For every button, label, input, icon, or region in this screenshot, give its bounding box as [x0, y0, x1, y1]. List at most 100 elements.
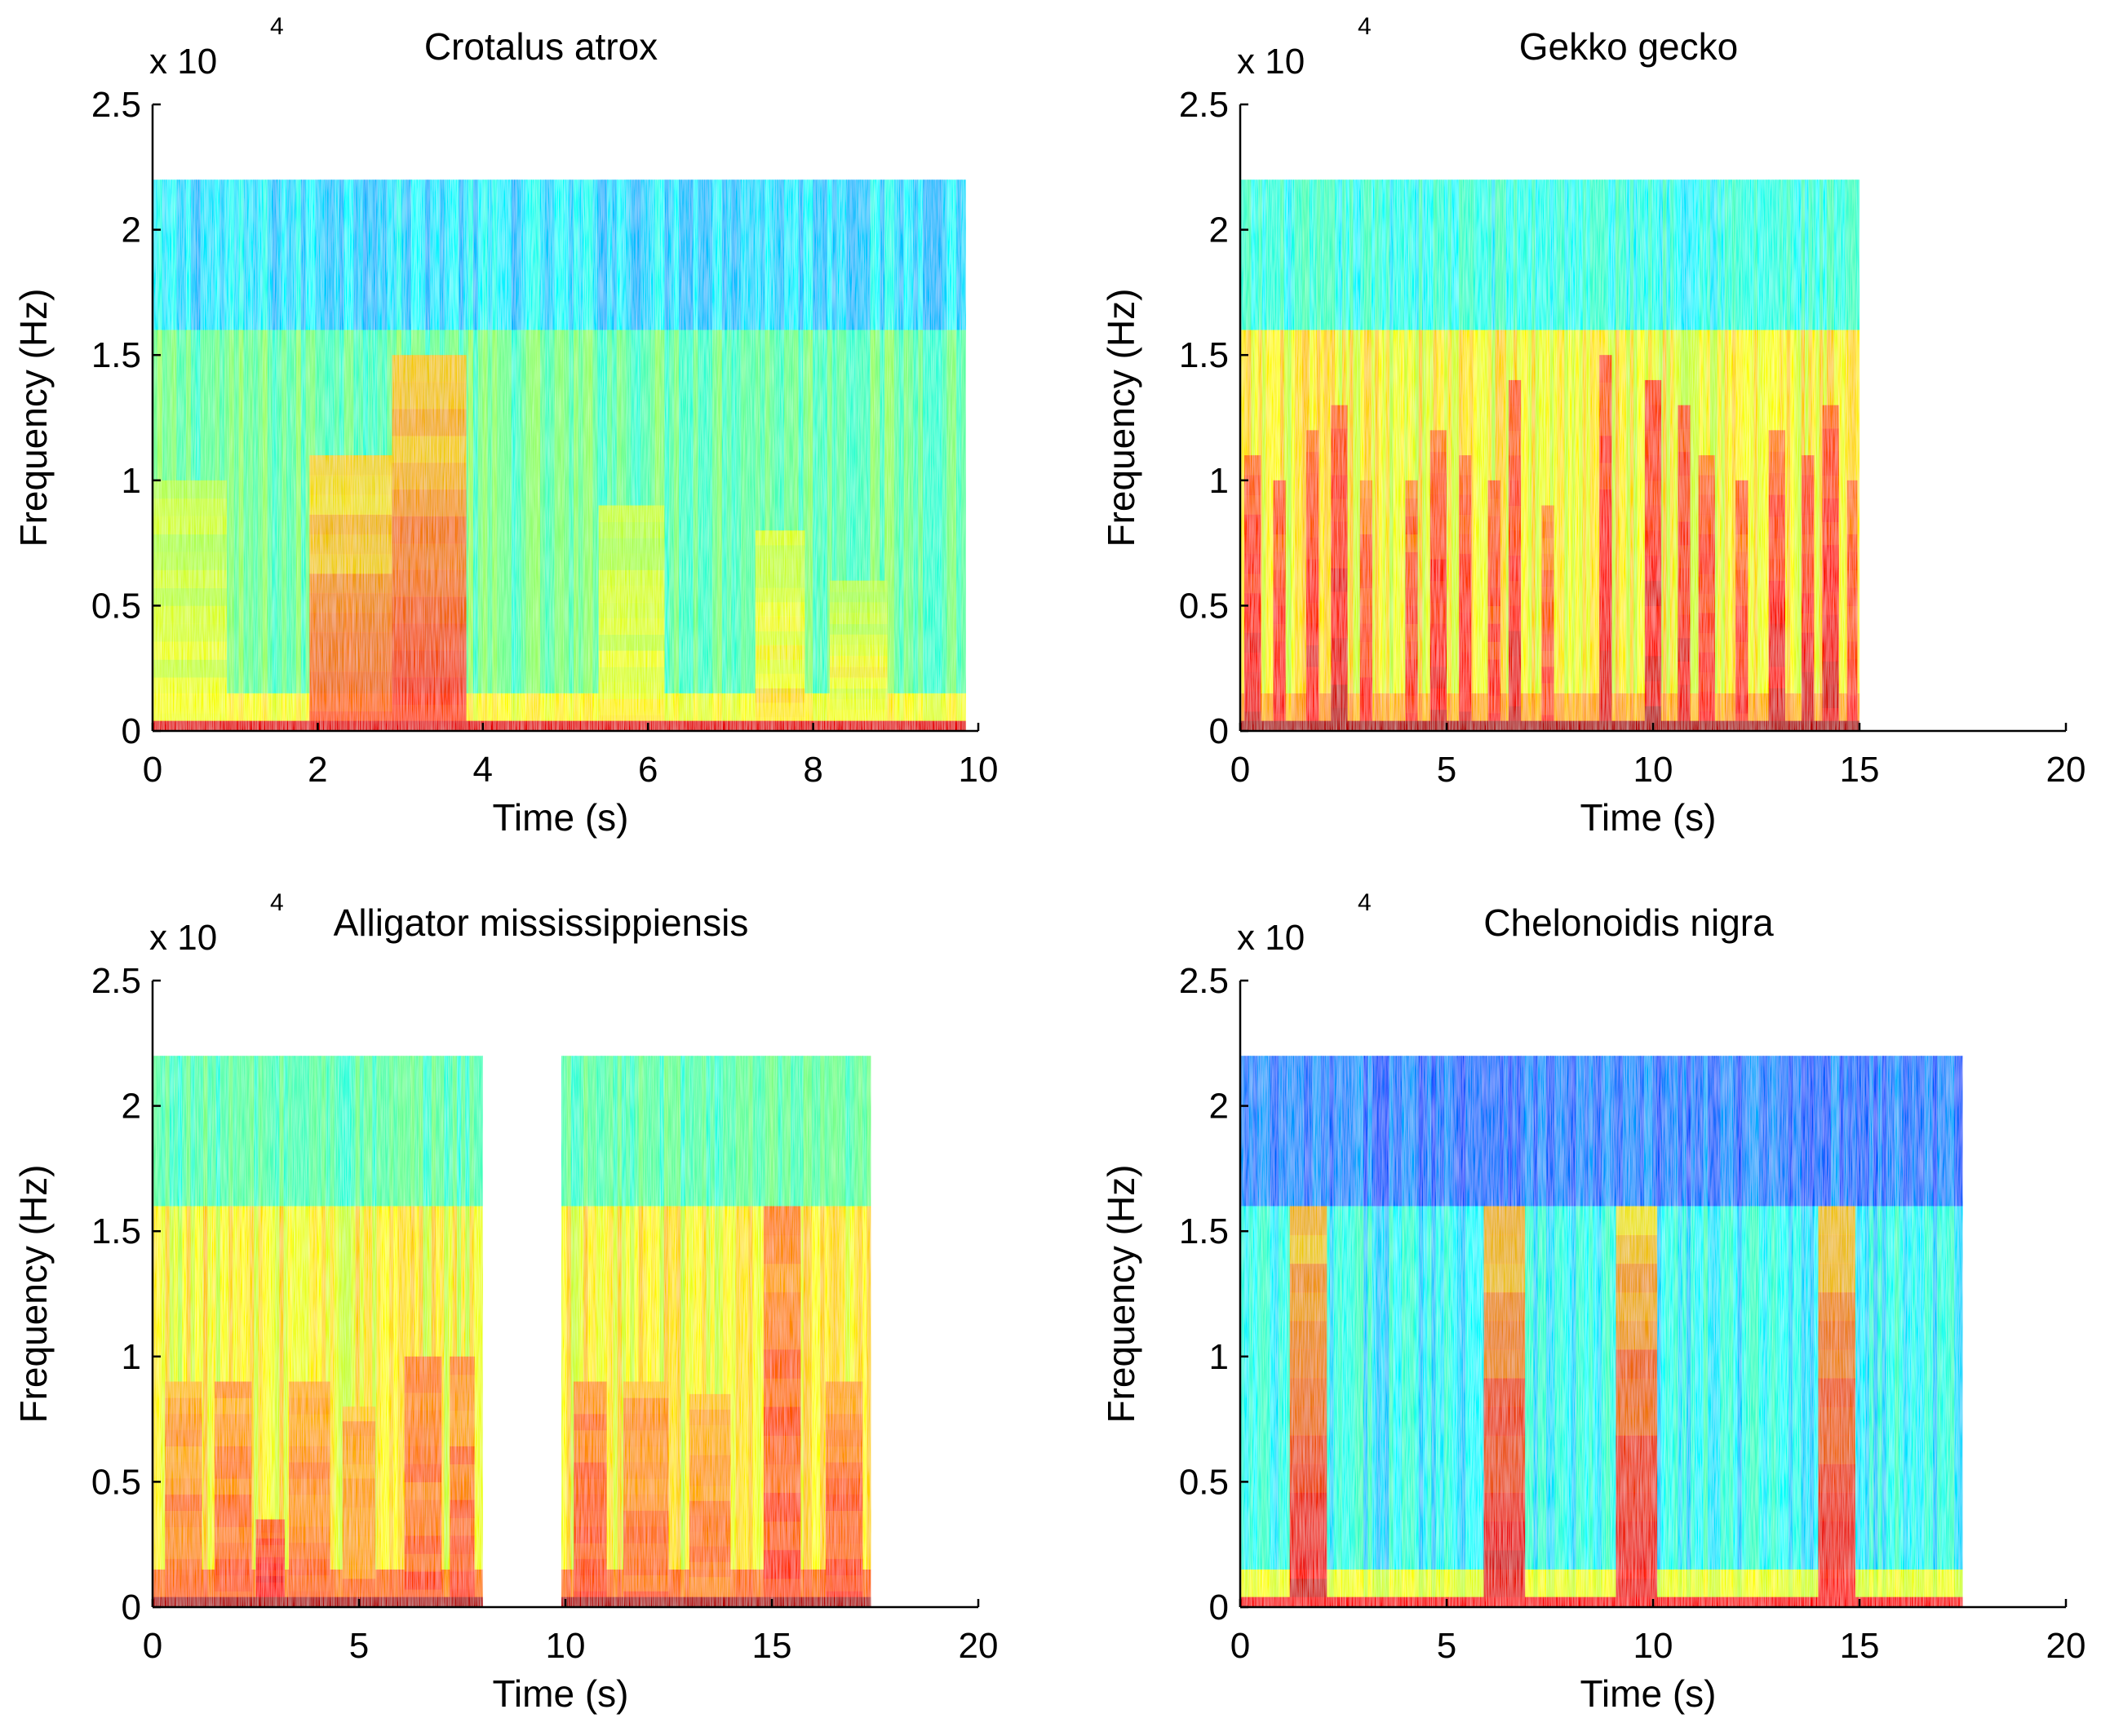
spec-cell: [207, 1056, 213, 1207]
spec-cell: [326, 1056, 331, 1207]
spec-event: [392, 569, 467, 597]
spec-event: [1331, 428, 1348, 453]
spec-event: [598, 618, 665, 636]
spec-cell: [698, 179, 704, 330]
spec-cell: [680, 1206, 686, 1570]
spec-cell: [161, 1056, 166, 1207]
spec-cell: [1903, 1206, 1908, 1570]
spec-cell: [710, 1206, 716, 1570]
spec-cell: [1248, 1206, 1254, 1570]
spec-cell: [1360, 179, 1365, 330]
spec-cell: [310, 179, 317, 330]
spec-cell: [1291, 330, 1296, 693]
spec-event: [165, 1478, 202, 1495]
spec-cell: [1855, 330, 1859, 693]
spec-event: [1644, 655, 1662, 682]
spec-cell: [1597, 330, 1602, 693]
spec-cell: [401, 1206, 407, 1570]
spec-event: [1359, 695, 1372, 714]
spec-cell: [1937, 1206, 1943, 1570]
y-scale-factor: x 10: [149, 42, 217, 82]
x-axis-label: Time (s): [1580, 796, 1717, 839]
spec-cell: [1524, 179, 1529, 330]
spec-event: [574, 1429, 607, 1447]
spec-cell: [1269, 179, 1274, 330]
spec-event: [1244, 455, 1261, 476]
spec-cell: [779, 179, 785, 330]
spec-cell: [1860, 1569, 1866, 1608]
spec-cell: [1356, 179, 1362, 330]
spec-cell: [363, 179, 369, 330]
y-tick-label: 1: [1209, 461, 1229, 501]
spec-event: [1616, 1549, 1658, 1579]
spec-cell: [683, 179, 689, 330]
spec-cell: [602, 179, 608, 330]
spec-cell: [820, 1206, 826, 1570]
spec-cell: [1320, 693, 1325, 732]
spec-cell: [153, 1206, 157, 1570]
spec-cell: [784, 330, 790, 693]
spec-cell: [808, 693, 813, 732]
spec-cell: [836, 330, 843, 693]
spec-event: [1735, 587, 1749, 606]
spec-event: [825, 1478, 863, 1495]
spec-cell: [1537, 1056, 1543, 1207]
spec-cell: [1660, 1569, 1666, 1608]
spec-cell: [549, 1056, 555, 1207]
spec-event: [1289, 1435, 1328, 1464]
spec-cell: [1406, 1206, 1412, 1570]
spec-cell: [712, 693, 718, 732]
spec-event: [1305, 602, 1319, 624]
spec-event: [598, 634, 665, 651]
x-axis-label: Time (s): [1580, 1672, 1717, 1715]
spec-cell: [1473, 179, 1478, 330]
y-tick-label: 1.5: [1179, 1211, 1229, 1251]
spec-cell: [679, 693, 685, 732]
spec-event: [1359, 534, 1372, 553]
spec-cell: [305, 179, 312, 330]
spec-event: [450, 1374, 475, 1393]
spec-cell: [1728, 179, 1733, 330]
spec-event: [153, 677, 228, 696]
spec-event: [1768, 666, 1785, 689]
spec-cell: [286, 330, 292, 693]
spec-cell: [1251, 179, 1256, 330]
spec-cell: [1622, 693, 1628, 732]
spec-event: [1331, 637, 1348, 662]
spec-cell: [1733, 1206, 1739, 1570]
spec-event: [1616, 1435, 1658, 1464]
spec-cell: [539, 330, 546, 693]
spec-event: [1698, 553, 1715, 574]
spec-cell: [1790, 693, 1795, 732]
spec-cell: [245, 1056, 250, 1207]
spec-cell: [330, 1056, 335, 1207]
spec-cell: [1313, 179, 1318, 330]
spec-cell: [1788, 1206, 1793, 1570]
spec-cell: [1265, 1056, 1271, 1207]
spec-cell: [1414, 1056, 1420, 1207]
spec-cell: [1560, 179, 1566, 330]
spec-cell: [1378, 693, 1383, 732]
spec-cell: [272, 330, 278, 693]
spec-event: [1429, 580, 1447, 603]
spec-cell: [1283, 1569, 1288, 1608]
spec-cell: [397, 1206, 403, 1570]
spec-cell: [960, 330, 966, 693]
spec-cell: [1456, 1056, 1462, 1207]
spec-cell: [1601, 179, 1606, 330]
spec-cell: [397, 179, 402, 330]
y-tick-label: 1.5: [1179, 335, 1229, 375]
spec-cell: [798, 179, 804, 330]
spec-cell: [1465, 1569, 1471, 1608]
spec-cell: [1389, 1206, 1394, 1570]
spec-cell: [645, 179, 651, 330]
spec-cell: [275, 1206, 281, 1570]
spec-cell: [1342, 1569, 1348, 1608]
spec-event: [1541, 666, 1554, 684]
spec-cell: [1265, 179, 1270, 330]
spec-cell: [927, 179, 933, 330]
spec-cell: [1372, 1206, 1377, 1570]
spec-cell: [1589, 179, 1594, 330]
spec-event: [404, 1535, 442, 1554]
